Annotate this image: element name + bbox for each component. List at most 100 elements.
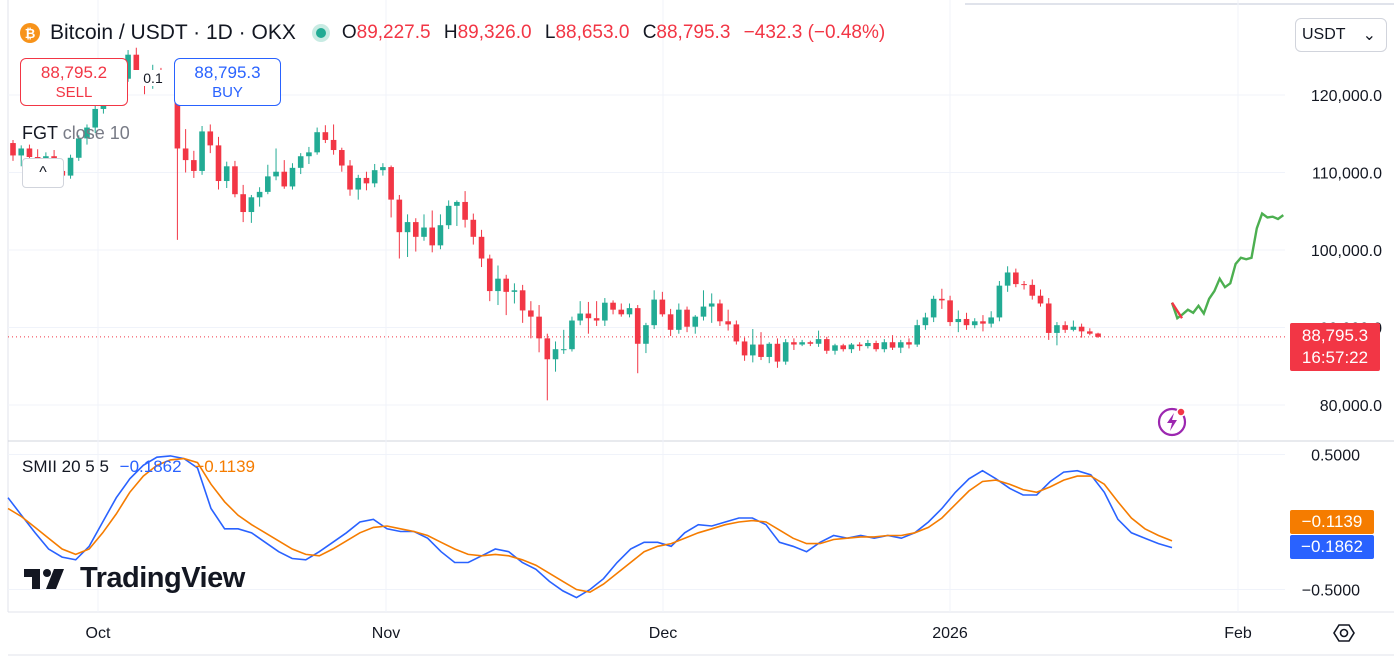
candle-body: [380, 167, 386, 171]
symbol-title[interactable]: Bitcoin / USDT · 1D · OKX: [50, 21, 296, 44]
currency-value: USDT: [1302, 26, 1346, 43]
candle-body: [478, 236, 485, 259]
candle-body: [10, 143, 16, 156]
candle-body: [651, 299, 657, 326]
candle-body: [92, 108, 98, 128]
candle-body: [67, 157, 74, 176]
candle-body: [396, 199, 403, 233]
candle-body: [223, 166, 230, 182]
candle-body: [240, 194, 246, 213]
candle-body: [791, 342, 797, 345]
candle-body: [552, 349, 559, 360]
candle-body: [560, 349, 567, 351]
candle-body: [725, 321, 731, 325]
candle-body: [429, 227, 436, 246]
candle-body: [832, 345, 838, 351]
open-key: O: [341, 22, 357, 43]
candle-body: [511, 290, 518, 292]
smii-blue-line: [7, 455, 1173, 599]
candle-body: [125, 54, 131, 79]
candle-body: [782, 342, 789, 362]
low-key: L: [544, 22, 556, 43]
time-tick-label: Nov: [372, 625, 400, 642]
sell-price: 88,795.2: [40, 63, 108, 82]
candle-body: [421, 227, 427, 237]
time-tick-label: 2026: [932, 625, 968, 642]
order-size[interactable]: 0.1: [133, 70, 173, 86]
candle-body: [18, 148, 25, 156]
candle-body: [248, 197, 255, 213]
candle-body: [626, 308, 633, 315]
fgt-indicator-legend[interactable]: FGT close 10: [22, 123, 130, 144]
candle-body: [939, 298, 945, 301]
open-value: 89,227.5: [356, 22, 431, 43]
gear-icon[interactable]: [1333, 622, 1355, 644]
price-tick-label: 120,000.0: [1311, 88, 1382, 105]
forecast-line: [1170, 211, 1285, 321]
candle-body: [848, 344, 855, 350]
smii-orange-value: −0.1139: [194, 457, 256, 476]
candle-body: [528, 310, 534, 317]
candle-body: [454, 201, 460, 206]
candle-body: [971, 321, 978, 326]
symbol-legend[interactable]: ₿ Bitcoin / USDT · 1D · OKX O89,227.5 H8…: [20, 21, 893, 45]
candle-body: [404, 222, 411, 233]
candle-body: [355, 177, 362, 190]
candle-body: [75, 138, 82, 158]
candle-body: [585, 313, 592, 319]
candle-body: [1087, 331, 1093, 334]
high-value: 89,326.0: [457, 22, 532, 43]
candle-body: [947, 300, 953, 323]
candle-body: [766, 343, 773, 357]
candle-body: [692, 316, 699, 327]
smii-legend[interactable]: SMII 20 5 5 −0.1862 −0.1139: [22, 457, 255, 477]
tradingview-logo-icon: [24, 568, 64, 589]
candle-body: [1062, 325, 1068, 330]
candle-body: [519, 290, 526, 311]
candle-body: [667, 314, 674, 330]
change-value: −432.3 (−0.48%): [743, 22, 886, 43]
collapse-legend-button[interactable]: ^: [22, 158, 64, 188]
fgt-params: close 10: [62, 123, 130, 143]
candle-body: [684, 309, 690, 327]
currency-select[interactable]: USDT ⌄: [1295, 18, 1387, 52]
candle-body: [388, 167, 394, 200]
last-price: 88,795.3: [1301, 326, 1369, 345]
candle-body: [618, 309, 625, 315]
price-tick-label: 110,000.0: [1312, 166, 1382, 183]
candle-body: [758, 344, 764, 357]
market-open-icon: [311, 24, 330, 42]
candle-body: [676, 309, 682, 330]
forecast-start: [1170, 302, 1184, 319]
low-value: 88,653.0: [555, 22, 630, 43]
candle-body: [840, 345, 847, 350]
last-price-label: 88,795.3 16:57:22: [1290, 323, 1380, 371]
candle-body: [1004, 272, 1011, 286]
candle-body: [741, 341, 748, 356]
logo-text: TradingView: [80, 562, 245, 594]
candle-body: [963, 318, 970, 326]
lightning-icon[interactable]: [1157, 407, 1187, 437]
ohlc-values: O89,227.5 H89,326.0 L88,653.0 C88,795.3 …: [342, 22, 893, 44]
high-key: H: [443, 22, 458, 43]
candle-body: [297, 156, 304, 168]
candle-body: [306, 152, 312, 157]
candle-body: [996, 285, 1003, 318]
candle-body: [955, 318, 962, 323]
close-key: C: [642, 22, 657, 43]
sell-button[interactable]: 88,795.2 SELL: [20, 58, 128, 106]
candle-body: [1054, 325, 1060, 333]
candle-body: [207, 131, 214, 146]
candle-body: [856, 344, 863, 347]
candle-body: [199, 131, 205, 171]
buy-button[interactable]: 88,795.3 BUY: [174, 58, 281, 106]
smii-orange-line: [7, 457, 1173, 594]
candle-body: [922, 317, 929, 326]
candle-body: [437, 225, 444, 246]
time-tick-label: Oct: [86, 625, 111, 642]
candle-body: [314, 132, 320, 153]
candle-body: [733, 324, 740, 342]
chevron-down-icon: ⌄: [1362, 27, 1376, 44]
tradingview-logo[interactable]: TradingView: [24, 562, 245, 595]
candle-body: [700, 306, 707, 317]
